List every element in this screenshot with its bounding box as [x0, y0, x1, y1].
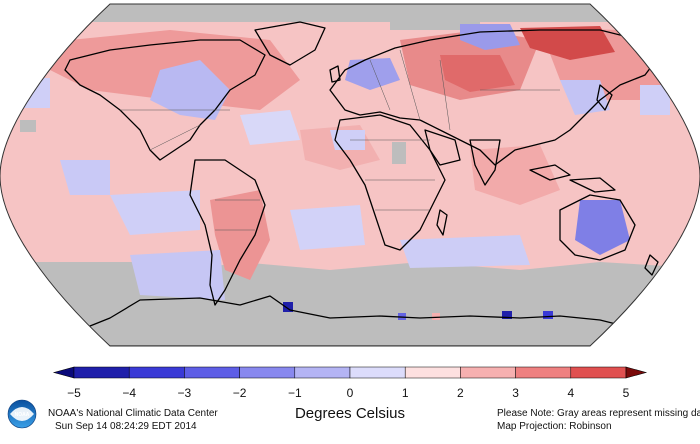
legend-swatch	[349, 366, 406, 379]
legend-tick-label: −4	[122, 386, 136, 400]
legend-swatch	[73, 366, 130, 379]
legend-tick-label: 1	[402, 386, 409, 400]
globe-outline	[0, 3, 700, 347]
color-scale-legend: −5 −4 −3 −2 −1 0 1 2 3 4 5 Degrees Celsius	[52, 366, 648, 422]
missing-data-note: Please Note: Gray areas represent missin…	[497, 408, 700, 419]
legend-tick-label: 0	[347, 386, 354, 400]
legend-units-label: Degrees Celsius	[295, 405, 405, 422]
legend-tick-label: −1	[288, 386, 302, 400]
legend-swatch	[294, 366, 351, 379]
legend-swatch	[128, 366, 185, 379]
legend-swatch	[570, 366, 627, 379]
legend-tick-label: 3	[512, 386, 519, 400]
legend-swatch	[460, 366, 516, 379]
noaa-logo: NOAA	[7, 399, 37, 429]
legend-swatch	[515, 366, 572, 379]
legend-tick-label: 5	[623, 386, 630, 400]
noaa-logo-text: NOAA	[15, 412, 30, 418]
legend-arrow-min	[52, 366, 75, 379]
legend-tick-label: 4	[567, 386, 574, 400]
legend-swatch	[404, 366, 461, 379]
map-area	[0, 3, 700, 347]
legend-tick-label: −2	[233, 386, 247, 400]
projection-note: Map Projection: Robinson	[497, 421, 612, 432]
cool-anomaly-regions	[20, 24, 670, 300]
org-line: NOAA's National Climatic Data Center	[48, 408, 218, 419]
legend-swatch	[184, 366, 240, 379]
country-borders	[120, 49, 560, 231]
legend-tick-label: 2	[457, 386, 464, 400]
timestamp: Sun Sep 14 08:24:29 EDT 2014	[55, 421, 197, 432]
color-scale-bar	[52, 366, 648, 379]
legend-tick-label: −3	[178, 386, 192, 400]
color-scale-ticks: −5 −4 −3 −2 −1 0 1 2 3 4 5	[67, 386, 630, 400]
legend-arrow-max	[625, 366, 648, 379]
footer: NOAA NOAA's National Climatic Data Cente…	[7, 399, 700, 432]
legend-swatch	[239, 366, 296, 379]
legend-tick-label: −5	[67, 386, 81, 400]
